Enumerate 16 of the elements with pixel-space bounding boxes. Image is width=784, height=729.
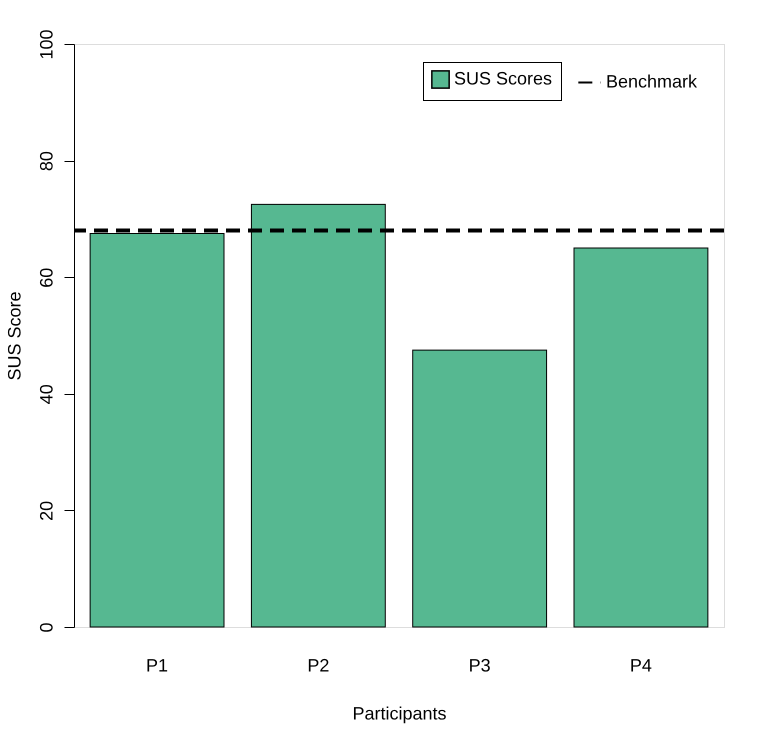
- x-axis-title: Participants: [352, 704, 447, 724]
- legend-label: SUS Scores: [454, 68, 552, 88]
- y-tick-label: 60: [36, 268, 56, 288]
- x-tick-label: P1: [146, 656, 168, 676]
- y-tick-label: 100: [36, 29, 56, 60]
- y-tick-label: 20: [36, 500, 56, 521]
- x-tick-label: P4: [630, 656, 652, 676]
- y-tick-label: 40: [36, 384, 56, 404]
- x-tick-label: P2: [307, 656, 330, 676]
- y-tick-label: 0: [36, 622, 56, 633]
- x-tick-label: P3: [468, 656, 491, 676]
- bar: [574, 248, 708, 628]
- y-axis-title: SUS Score: [4, 291, 24, 381]
- y-tick-label: 80: [36, 151, 56, 172]
- legend-label: Benchmark: [606, 72, 698, 92]
- bar: [412, 350, 548, 628]
